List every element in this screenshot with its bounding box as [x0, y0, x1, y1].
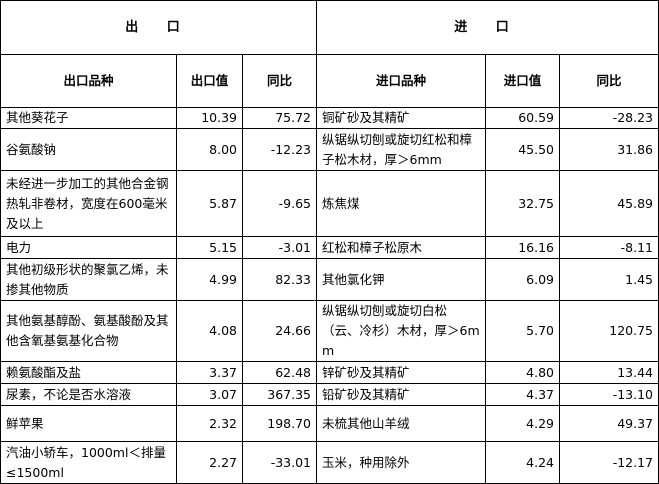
import-product-cell: 未梳其他山羊绒 [316, 405, 486, 442]
import-yoy-cell: 31.86 [559, 128, 659, 171]
table-row: 电力 5.15 -3.01 红松和樟子松原木 16.16 -8.11 [0, 236, 659, 259]
section-header-row: 出 口 进 口 [0, 0, 659, 55]
export-yoy-cell: -12.23 [242, 128, 317, 171]
export-product-cell: 电力 [0, 236, 177, 259]
import-yoy-cell: 13.44 [559, 361, 659, 384]
import-value-cell: 4.80 [485, 361, 560, 384]
import-product-cell: 其他氯化钾 [316, 258, 486, 301]
table-row: 尿素，不论是否水溶液 3.07 367.35 铅矿砂及其精矿 4.37 -13.10 [0, 383, 659, 406]
table-row: 其他氨基醇酚、氨基酸酚及其他含氧基氨基化合物 4.08 24.66 纵锯纵切刨或旋切白… [0, 300, 659, 362]
import-value-cell: 16.16 [485, 236, 560, 259]
export-product-cell: 未经进一步加工的其他合金钢热轧非卷材，宽度在600毫米及以上 [0, 170, 177, 237]
import-product-cell: 锌矿砂及其精矿 [316, 361, 486, 384]
import-yoy-cell: 49.37 [559, 405, 659, 442]
export-value-cell: 2.27 [176, 441, 243, 484]
import-product-cell: 纵锯纵切刨或旋切白松（云、冷杉）木材，厚＞6mm [316, 300, 486, 362]
export-product-cell: 汽油小轿车，1000ml＜排量≤1500ml [0, 441, 177, 484]
export-yoy-cell: -33.01 [242, 441, 317, 484]
import-yoy-cell: -12.17 [559, 441, 659, 484]
import-value-header: 进口值 [485, 54, 560, 108]
export-product-cell: 鲜苹果 [0, 405, 177, 442]
import-product-cell: 铜矿砂及其精矿 [316, 107, 486, 129]
import-value-cell: 6.09 [485, 258, 560, 301]
import-yoy-cell: -8.11 [559, 236, 659, 259]
import-yoy-cell: 120.75 [559, 300, 659, 362]
import-product-cell: 铅矿砂及其精矿 [316, 383, 486, 406]
table-row: 赖氨酸酯及盐 3.37 62.48 锌矿砂及其精矿 4.80 13.44 [0, 361, 659, 384]
import-product-cell: 红松和樟子松原木 [316, 236, 486, 259]
export-value-cell: 2.32 [176, 405, 243, 442]
export-yoy-cell: -3.01 [242, 236, 317, 259]
import-yoy-cell: 45.89 [559, 170, 659, 237]
import-value-cell: 5.70 [485, 300, 560, 362]
import-value-cell: 4.37 [485, 383, 560, 406]
export-yoy-cell: 24.66 [242, 300, 317, 362]
export-value-cell: 5.15 [176, 236, 243, 259]
export-value-cell: 8.00 [176, 128, 243, 171]
table-row: 其他葵花子 10.39 75.72 铜矿砂及其精矿 60.59 -28.23 [0, 107, 659, 129]
export-yoy-cell: 62.48 [242, 361, 317, 384]
export-section-title: 出 口 [0, 0, 317, 55]
export-yoy-header: 同比 [242, 54, 317, 108]
import-yoy-cell: -13.10 [559, 383, 659, 406]
export-value-cell: 5.87 [176, 170, 243, 237]
export-value-cell: 4.99 [176, 258, 243, 301]
table-row: 其他初级形状的聚氯乙烯，未掺其他物质 4.99 82.33 其他氯化钾 6.09 1.45 [0, 258, 659, 301]
export-value-cell: 3.07 [176, 383, 243, 406]
import-yoy-header: 同比 [559, 54, 659, 108]
export-yoy-cell: 82.33 [242, 258, 317, 301]
export-yoy-cell: -9.65 [242, 170, 317, 237]
import-value-cell: 32.75 [485, 170, 560, 237]
import-value-cell: 4.24 [485, 441, 560, 484]
export-product-header: 出口品种 [0, 54, 177, 108]
table-body: 其他葵花子 10.39 75.72 铜矿砂及其精矿 60.59 -28.23 谷氨酸钠 8.0… [0, 107, 659, 484]
column-header-row: 出口品种 出口值 同比 进口品种 进口值 同比 [0, 54, 659, 108]
export-yoy-cell: 75.72 [242, 107, 317, 129]
export-product-cell: 其他葵花子 [0, 107, 177, 129]
export-product-cell: 谷氨酸钠 [0, 128, 177, 171]
import-yoy-cell: 1.45 [559, 258, 659, 301]
export-product-cell: 其他氨基醇酚、氨基酸酚及其他含氧基氨基化合物 [0, 300, 177, 362]
import-product-cell: 玉米，种用除外 [316, 441, 486, 484]
import-product-header: 进口品种 [316, 54, 486, 108]
import-product-cell: 炼焦煤 [316, 170, 486, 237]
table-row: 谷氨酸钠 8.00 -12.23 纵锯纵切刨或旋切红松和樟子松木材，厚＞6mm 45.5… [0, 128, 659, 171]
export-yoy-cell: 198.70 [242, 405, 317, 442]
import-value-cell: 4.29 [485, 405, 560, 442]
export-value-cell: 4.08 [176, 300, 243, 362]
export-product-cell: 尿素，不论是否水溶液 [0, 383, 177, 406]
export-value-cell: 3.37 [176, 361, 243, 384]
import-product-cell: 纵锯纵切刨或旋切红松和樟子松木材，厚＞6mm [316, 128, 486, 171]
import-yoy-cell: -28.23 [559, 107, 659, 129]
import-section-title: 进 口 [316, 0, 659, 55]
export-product-cell: 其他初级形状的聚氯乙烯，未掺其他物质 [0, 258, 177, 301]
export-value-cell: 10.39 [176, 107, 243, 129]
export-yoy-cell: 367.35 [242, 383, 317, 406]
table-row: 鲜苹果 2.32 198.70 未梳其他山羊绒 4.29 49.37 [0, 405, 659, 442]
export-value-header: 出口值 [176, 54, 243, 108]
export-product-cell: 赖氨酸酯及盐 [0, 361, 177, 384]
table-row: 汽油小轿车，1000ml＜排量≤1500ml 2.27 -33.01 玉米，种用除外 4… [0, 441, 659, 484]
import-value-cell: 45.50 [485, 128, 560, 171]
table-row: 未经进一步加工的其他合金钢热轧非卷材，宽度在600毫米及以上 5.87 -9.65 炼… [0, 170, 659, 237]
import-value-cell: 60.59 [485, 107, 560, 129]
